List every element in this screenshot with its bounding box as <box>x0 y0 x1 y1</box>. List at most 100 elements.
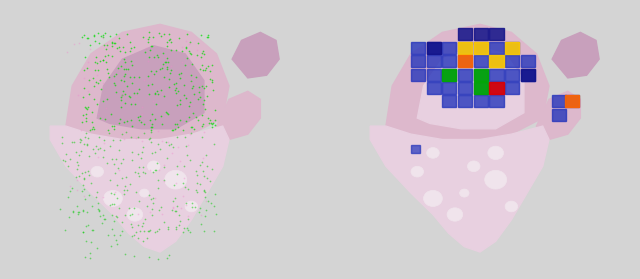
Point <box>116 98 126 102</box>
Point <box>138 165 148 169</box>
Point <box>79 176 89 181</box>
Point <box>145 125 156 129</box>
Point <box>106 203 116 208</box>
Point <box>89 97 99 101</box>
Bar <box>490 95 504 107</box>
Point <box>186 73 196 77</box>
Circle shape <box>185 201 198 212</box>
Point <box>84 172 94 177</box>
Point <box>83 92 93 97</box>
Circle shape <box>104 190 122 206</box>
Point <box>112 46 122 50</box>
Point <box>100 116 111 121</box>
Point <box>162 110 172 115</box>
Point <box>141 46 151 50</box>
Point <box>122 83 132 88</box>
Point <box>202 35 212 40</box>
Point <box>153 92 163 96</box>
Point <box>93 146 103 151</box>
Point <box>186 80 196 84</box>
Polygon shape <box>417 46 524 129</box>
Point <box>90 151 100 155</box>
Circle shape <box>484 170 507 189</box>
Point <box>135 114 145 118</box>
Point <box>210 192 220 196</box>
Point <box>148 170 158 174</box>
Point <box>150 150 160 154</box>
Bar <box>490 42 504 54</box>
Point <box>81 119 91 124</box>
Point <box>173 223 184 227</box>
Point <box>145 168 155 172</box>
Point <box>119 191 129 196</box>
Point <box>72 177 82 182</box>
Point <box>188 201 198 205</box>
Circle shape <box>505 201 518 212</box>
Point <box>125 182 136 187</box>
Point <box>150 167 161 172</box>
Point <box>93 31 103 35</box>
Point <box>129 206 139 210</box>
Bar <box>505 69 519 81</box>
Point <box>107 41 117 45</box>
Point <box>93 135 104 140</box>
Point <box>187 85 197 90</box>
Point <box>200 213 211 218</box>
Point <box>209 142 219 146</box>
Point <box>76 128 86 133</box>
Bar <box>442 42 456 54</box>
Point <box>109 202 120 206</box>
Circle shape <box>164 170 187 189</box>
Point <box>150 91 160 95</box>
Bar <box>458 42 472 54</box>
Point <box>67 140 77 145</box>
Point <box>165 142 175 146</box>
Point <box>102 43 112 48</box>
Point <box>83 210 93 214</box>
Point <box>193 97 204 102</box>
Point <box>131 94 141 98</box>
Point <box>120 213 130 218</box>
Point <box>121 67 131 71</box>
Point <box>109 80 120 85</box>
Point <box>137 150 147 154</box>
Point <box>143 39 153 44</box>
Point <box>186 102 196 107</box>
Point <box>148 195 158 200</box>
Point <box>135 229 145 234</box>
Point <box>153 129 163 133</box>
Point <box>163 227 173 232</box>
Point <box>143 37 154 42</box>
Point <box>207 167 217 171</box>
Point <box>150 68 161 73</box>
Point <box>182 226 192 231</box>
Point <box>169 182 179 187</box>
Point <box>129 254 140 259</box>
Point <box>152 89 162 94</box>
Point <box>168 145 178 150</box>
Point <box>175 117 185 122</box>
Point <box>195 163 205 167</box>
Point <box>78 208 88 213</box>
Point <box>102 160 112 165</box>
Point <box>134 199 144 203</box>
Point <box>64 215 74 220</box>
Point <box>79 142 89 146</box>
Point <box>106 112 116 117</box>
Point <box>180 135 190 140</box>
Point <box>112 242 122 247</box>
Point <box>115 232 125 237</box>
Point <box>55 207 65 212</box>
Point <box>172 164 182 169</box>
Point <box>77 230 88 234</box>
Bar <box>411 145 420 153</box>
Point <box>111 183 122 187</box>
Point <box>118 89 128 93</box>
Point <box>103 233 113 237</box>
Point <box>196 213 206 218</box>
Point <box>174 71 184 76</box>
Point <box>179 83 189 87</box>
Point <box>131 135 141 140</box>
Point <box>174 36 184 40</box>
Point <box>172 172 182 176</box>
